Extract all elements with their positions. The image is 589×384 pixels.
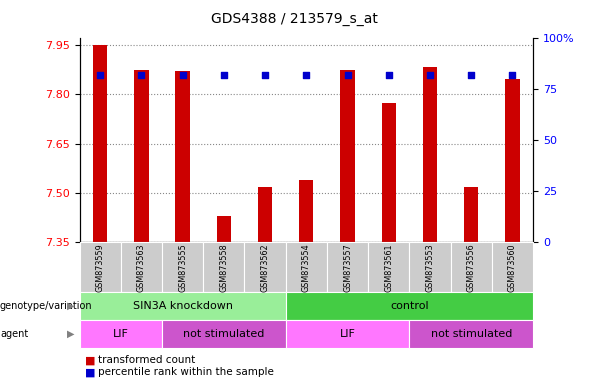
Text: GSM873558: GSM873558 — [219, 243, 229, 291]
Bar — [464, 187, 478, 242]
Text: transformed count: transformed count — [98, 355, 196, 365]
Point — [508, 72, 517, 78]
Text: ■: ■ — [85, 367, 96, 377]
Text: not stimulated: not stimulated — [183, 329, 264, 339]
Point — [343, 72, 352, 78]
Text: LIF: LIF — [340, 329, 355, 339]
Text: GSM873557: GSM873557 — [343, 243, 352, 291]
Bar — [423, 67, 437, 242]
Bar — [299, 180, 313, 242]
Text: not stimulated: not stimulated — [431, 329, 512, 339]
Text: ■: ■ — [85, 355, 96, 365]
Point — [260, 72, 270, 78]
Point — [95, 72, 105, 78]
Text: percentile rank within the sample: percentile rank within the sample — [98, 367, 274, 377]
Text: GSM873562: GSM873562 — [260, 243, 270, 291]
Bar — [93, 45, 107, 242]
Point — [219, 72, 229, 78]
Text: GSM873560: GSM873560 — [508, 243, 517, 291]
Point — [466, 72, 476, 78]
Point — [384, 72, 393, 78]
Text: LIF: LIF — [113, 329, 128, 339]
Bar — [382, 103, 396, 242]
Text: GSM873561: GSM873561 — [384, 243, 393, 291]
Text: GSM873559: GSM873559 — [95, 243, 105, 291]
Bar — [217, 216, 231, 242]
Text: agent: agent — [0, 329, 28, 339]
Text: GDS4388 / 213579_s_at: GDS4388 / 213579_s_at — [211, 12, 378, 25]
Text: SIN3A knockdown: SIN3A knockdown — [133, 301, 233, 311]
Point — [425, 72, 435, 78]
Bar — [505, 78, 519, 242]
Text: GSM873554: GSM873554 — [302, 243, 311, 291]
Text: GSM873555: GSM873555 — [178, 243, 187, 291]
Text: GSM873556: GSM873556 — [466, 243, 476, 291]
Text: control: control — [390, 301, 429, 311]
Bar — [340, 70, 355, 242]
Text: ▶: ▶ — [67, 301, 74, 311]
Text: GSM873563: GSM873563 — [137, 243, 146, 291]
Point — [137, 72, 146, 78]
Point — [178, 72, 187, 78]
Bar — [258, 187, 272, 242]
Text: genotype/variation: genotype/variation — [0, 301, 92, 311]
Text: GSM873553: GSM873553 — [425, 243, 435, 291]
Text: ▶: ▶ — [67, 329, 74, 339]
Bar — [134, 70, 148, 242]
Bar — [176, 71, 190, 242]
Point — [302, 72, 311, 78]
